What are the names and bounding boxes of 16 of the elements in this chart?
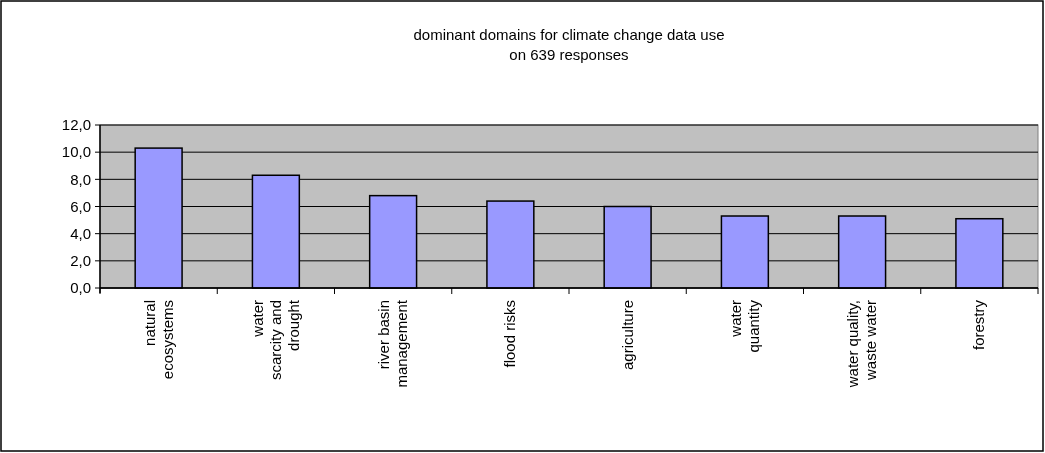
x-tick-label: water quantity	[726, 299, 762, 353]
y-tick-label: 12,0	[61, 116, 91, 134]
y-tick-label: 0,0	[70, 279, 91, 297]
y-tick-label: 2,0	[70, 252, 91, 270]
x-tick-label: natural ecosystems	[140, 300, 176, 380]
x-tick-label: agriculture	[618, 300, 636, 371]
y-tick-label: 10,0	[61, 143, 91, 161]
x-tick-label: forestry	[970, 299, 988, 351]
x-tick-label: water quality, waste water	[844, 300, 880, 389]
chart-title: dominant domains for climate change data use on 639 responses	[413, 26, 725, 63]
y-tick-label: 6,0	[70, 197, 91, 215]
y-tick-label: 4,0	[70, 224, 91, 242]
x-tick-label: river basin management	[375, 299, 411, 388]
x-tick-label: flood risks	[501, 300, 519, 368]
y-tick-label: 8,0	[70, 170, 91, 188]
x-tick-label: water scarcity and drought	[248, 299, 302, 381]
